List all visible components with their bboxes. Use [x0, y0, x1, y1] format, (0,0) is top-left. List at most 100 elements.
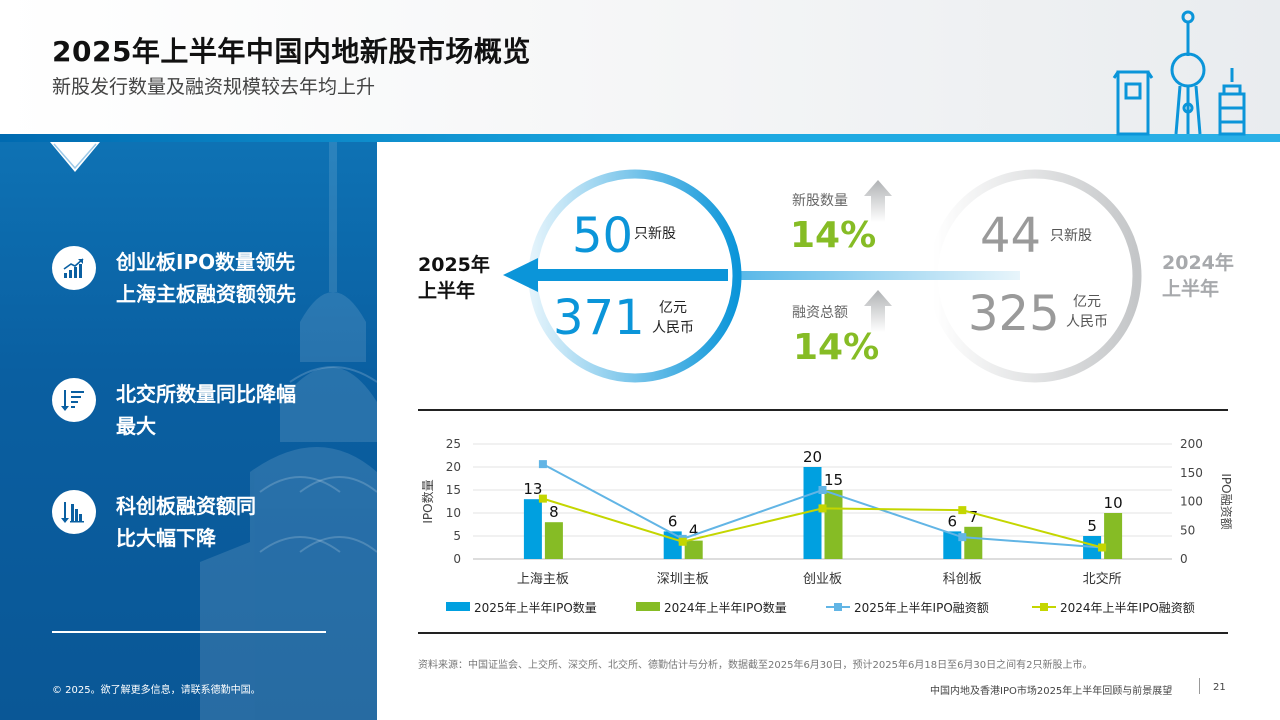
- count-unit: 只新股: [1050, 228, 1092, 244]
- legend-marker: [1040, 603, 1048, 611]
- data-label: 15: [824, 471, 843, 489]
- bar-chart-up-icon: [52, 246, 96, 290]
- source-note: 资料来源：中国证监会、上交所、深交所、北交所、德勤估计与分析，数据截至2025年…: [418, 660, 1093, 671]
- bar: [803, 467, 822, 559]
- y2-tick-label: 150: [1180, 466, 1203, 480]
- y2-tick-label: 0: [1180, 552, 1188, 566]
- amount-change-value: 14%: [793, 327, 880, 368]
- y2-tick-label: 200: [1180, 437, 1203, 451]
- amount-unit: 亿元 人民币: [652, 300, 694, 336]
- page-subtitle: 新股发行数量及融资规模较去年均上升: [52, 76, 376, 98]
- count-change-label: 新股数量: [792, 193, 848, 209]
- bar: [1104, 513, 1123, 559]
- line-point: [538, 494, 547, 503]
- sort-descending-icon: [52, 378, 96, 422]
- header: [0, 0, 1280, 136]
- count-unit: 只新股: [634, 226, 676, 242]
- x-tick-label: 北交所: [1083, 571, 1122, 587]
- section-divider: [418, 409, 1228, 411]
- legend-swatch: [636, 602, 660, 611]
- y-tick-label: 0: [453, 552, 461, 566]
- y-tick-label: 20: [446, 460, 461, 474]
- data-label: 6: [948, 512, 958, 530]
- highlight-text: 创业板IPO数量领先: [116, 250, 296, 274]
- current-ipo-amount: 371: [553, 290, 645, 346]
- line-point: [818, 504, 827, 513]
- panel-notch: [50, 142, 100, 172]
- page-number: 21: [1213, 682, 1226, 693]
- footer-separator: [1199, 678, 1200, 694]
- skyline-icon: [1112, 10, 1246, 136]
- prior-ipo-count: 44: [980, 208, 1042, 264]
- x-tick-label: 创业板: [803, 572, 842, 587]
- data-label: 4: [689, 522, 699, 540]
- line-point: [1098, 543, 1107, 552]
- y-tick-label: 25: [446, 437, 461, 451]
- y-tick-label: 5: [453, 529, 461, 543]
- data-label: 20: [803, 448, 822, 466]
- y2-axis-label: IPO融资额: [1219, 473, 1233, 529]
- highlight-text: 科创板融资额同: [116, 494, 256, 518]
- legend-label: 2025年上半年IPO数量: [474, 600, 597, 615]
- highlight-text: 比大幅下降: [116, 526, 216, 550]
- highlight-text: 北交所数量同比降幅: [116, 382, 296, 406]
- section-divider: [418, 632, 1228, 634]
- count-change-value: 14%: [790, 215, 877, 256]
- prior-period-label: 2024年 上半年: [1162, 252, 1234, 300]
- legend-label: 2024年上半年IPO融资额: [1060, 601, 1195, 615]
- line-point: [958, 506, 967, 515]
- bar: [684, 540, 703, 559]
- line-point: [538, 460, 547, 469]
- bar: [964, 526, 983, 559]
- y2-tick-label: 50: [1180, 523, 1195, 537]
- highlight-item: 北交所数量同比降幅 最大: [52, 378, 296, 442]
- current-period-label: 2025年 上半年: [418, 254, 490, 302]
- x-tick-label: 深圳主板: [657, 572, 709, 587]
- legend-swatch: [446, 602, 470, 611]
- data-label: 8: [549, 503, 559, 521]
- legend-label: 2024年上半年IPO数量: [664, 600, 787, 615]
- footer-title: 中国内地及香港IPO市场2025年上半年回顾与前景展望: [930, 686, 1173, 697]
- data-label: 10: [1104, 494, 1123, 512]
- line-point: [678, 537, 687, 546]
- y2-tick-label: 100: [1180, 495, 1203, 509]
- highlight-text: 上海主板融资额领先: [116, 282, 296, 306]
- x-tick-label: 上海主板: [517, 572, 569, 587]
- y-tick-label: 10: [446, 506, 461, 520]
- sort-descending-bars-icon: [52, 490, 96, 534]
- line-point: [958, 533, 967, 542]
- data-label: 5: [1087, 517, 1097, 535]
- data-label: 13: [523, 480, 542, 498]
- arrow-shaft: [530, 269, 728, 281]
- bar: [824, 490, 843, 559]
- y-tick-label: 15: [446, 483, 461, 497]
- x-tick-label: 科创板: [943, 572, 982, 587]
- bar: [523, 499, 542, 559]
- amount-change-label: 融资总额: [792, 305, 848, 321]
- current-ipo-count: 50: [572, 208, 634, 264]
- building-illustration: [200, 142, 377, 720]
- y-axis-label: IPO数量: [420, 479, 435, 523]
- legend-marker: [834, 603, 842, 611]
- panel-divider: [52, 631, 326, 633]
- highlight-item: 科创板融资额同 比大幅下降: [52, 490, 256, 554]
- copyright: © 2025。欲了解更多信息，请联系德勤中国。: [52, 685, 261, 696]
- bar: [544, 522, 563, 559]
- legend-label: 2025年上半年IPO融资额: [854, 601, 989, 615]
- arrow-left-icon: [503, 258, 538, 292]
- highlight-item: 创业板IPO数量领先 上海主板融资额领先: [52, 246, 296, 310]
- data-label: 6: [668, 512, 678, 530]
- arrow-up-icon: [864, 180, 892, 222]
- amount-unit: 亿元 人民币: [1066, 294, 1108, 330]
- highlight-text: 最大: [116, 414, 156, 438]
- highlights-panel: [0, 142, 377, 720]
- connector-bar: [740, 271, 1020, 280]
- prior-ipo-amount: 325: [968, 286, 1060, 342]
- page-title: 2025年上半年中国内地新股市场概览: [52, 35, 531, 68]
- arrow-up-icon: [864, 290, 892, 332]
- bar: [943, 531, 962, 559]
- header-accent-bar: [0, 134, 1280, 142]
- line-point: [818, 486, 827, 494]
